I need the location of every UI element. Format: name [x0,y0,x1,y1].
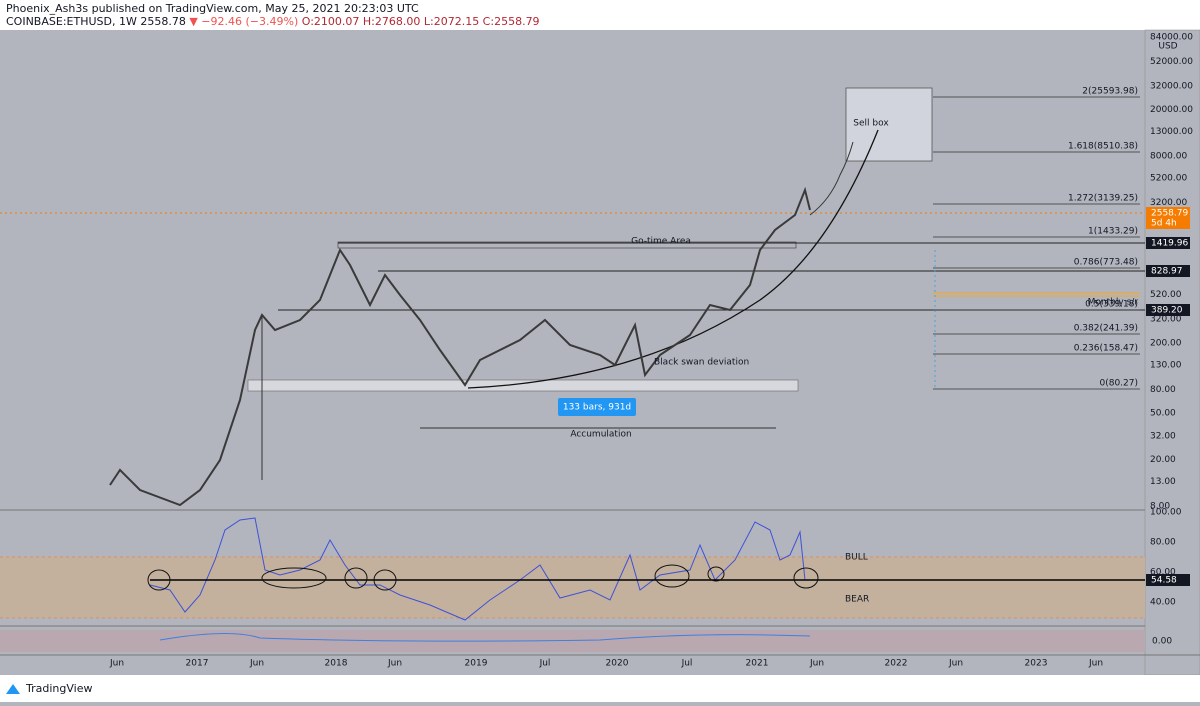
chart-area [0,30,1145,655]
price-label: 320.00 [1150,315,1182,325]
fib-label: 0.236(158.47) [1074,344,1138,354]
time-label: Jun [249,659,264,669]
rsi-label: 100.00 [1150,508,1182,518]
annotation: Go-time Area [631,237,691,247]
price-axis [1144,29,1200,676]
rsi-tag-text: 54.58 [1151,576,1177,586]
footer-bar [0,675,1200,702]
price-label: 520.00 [1150,290,1182,300]
annotation: Sell box [853,119,889,129]
change: ▼ −92.46 (−3.49%) [189,15,298,28]
price-label: 50.00 [1150,409,1176,419]
sell-box [845,87,933,162]
price-label: 52000.00 [1150,57,1193,67]
time-label: Jun [387,659,402,669]
time-label: 2018 [325,659,348,669]
price-candles [109,186,811,507]
price-label: 32000.00 [1150,81,1193,91]
price-label: 3200.00 [1150,198,1187,208]
osc-label: 0.00 [1152,637,1172,647]
time-label: 2020 [606,659,629,669]
circle [261,567,327,589]
symbol-line: COINBASE:ETHUSD, 1W 2558.78 ▼ −92.46 (−3… [6,15,540,28]
time-label: Jun [1088,659,1103,669]
rsi-label: 40.00 [1150,598,1176,608]
price-label: 200.00 [1150,338,1182,348]
time-label: Jun [948,659,963,669]
time-label: Jul [539,659,551,669]
annotation: Monthly s/r [1088,298,1139,308]
annotation: Accumulation [570,430,631,440]
time-label: 2021 [746,659,769,669]
fib-label: 1(1433.29) [1088,227,1138,237]
annotation: 133 bars, 931d [563,403,631,413]
support-zone [247,379,799,392]
price-tag-text: 828.97 [1151,267,1183,277]
parabolic-curve [467,129,879,389]
price-label: 130.00 [1150,360,1182,370]
fib-label: 1.272(3139.25) [1068,194,1138,204]
price-label: 32.00 [1150,431,1176,441]
time-label: 2023 [1025,659,1048,669]
price-label: 80.00 [1150,385,1176,395]
last-price: 2558.78 [140,15,186,28]
symbol: COINBASE:ETHUSD, 1W [6,15,137,28]
price-tag [1146,304,1190,316]
circle [147,569,171,591]
price-label: 5200.00 [1150,173,1187,183]
brand: TradingView [25,682,92,695]
ohlc: O:2100.07 H:2768.00 L:2072.15 C:2558.79 [302,15,540,28]
time-label: 2022 [885,659,908,669]
currency: USD [1158,42,1177,52]
circle [344,567,368,589]
rsi-label: 80.00 [1150,538,1176,548]
fib-label: 0.382(241.39) [1074,324,1138,334]
go-time-zone [337,241,797,249]
price-tag [1146,265,1190,277]
fib-label: 0.786(773.48) [1074,258,1138,268]
price-label: 84000.00 [1150,33,1193,43]
price-tag-text: 1419.96 [1151,239,1188,249]
rsi-line [149,517,806,621]
price-label: 8000.00 [1150,152,1187,162]
time-label: Jul [681,659,693,669]
time-label: Jun [109,659,124,669]
price-tag [1146,207,1190,229]
time-label: 2017 [186,659,209,669]
circle [793,567,819,589]
price-label: 8.00 [1150,502,1170,512]
bars-badge [558,398,636,416]
price-label: 20000.00 [1150,105,1193,115]
annotation: Black swan deviation [654,358,749,368]
rsi-band [0,557,1145,618]
price-tag-sub: 5d 4h [1151,219,1177,229]
price-tag-text: 2558.79 [1151,209,1188,219]
rsi-tag [1146,574,1190,586]
projection-arrow [809,141,854,216]
time-label: 2019 [465,659,488,669]
price-label: 20.00 [1150,455,1176,465]
circle [654,564,690,588]
price-label: 13000.00 [1150,127,1193,137]
fib-label: 1.618(8510.38) [1068,142,1138,152]
annotation: BEAR [845,595,869,605]
rsi-label: 60.00 [1150,568,1176,578]
logo [6,684,20,694]
fib-label: 0(80.27) [1099,379,1138,389]
fib-label: 2(25593.98) [1082,87,1138,97]
price-tag [1146,237,1190,249]
author-line: Phoenix_Ash3s published on TradingView.c… [6,2,419,15]
price-label: 13.00 [1150,477,1176,487]
fib-label: 0.5(339.18) [1085,300,1138,310]
osc-line [159,632,811,642]
price-tag-text: 389.20 [1151,306,1183,316]
circle [707,566,725,582]
annotation: BULL [845,553,868,563]
osc-band [0,630,1145,652]
time-label: Jun [809,659,824,669]
header-bar [0,0,1200,30]
circle [373,569,397,591]
